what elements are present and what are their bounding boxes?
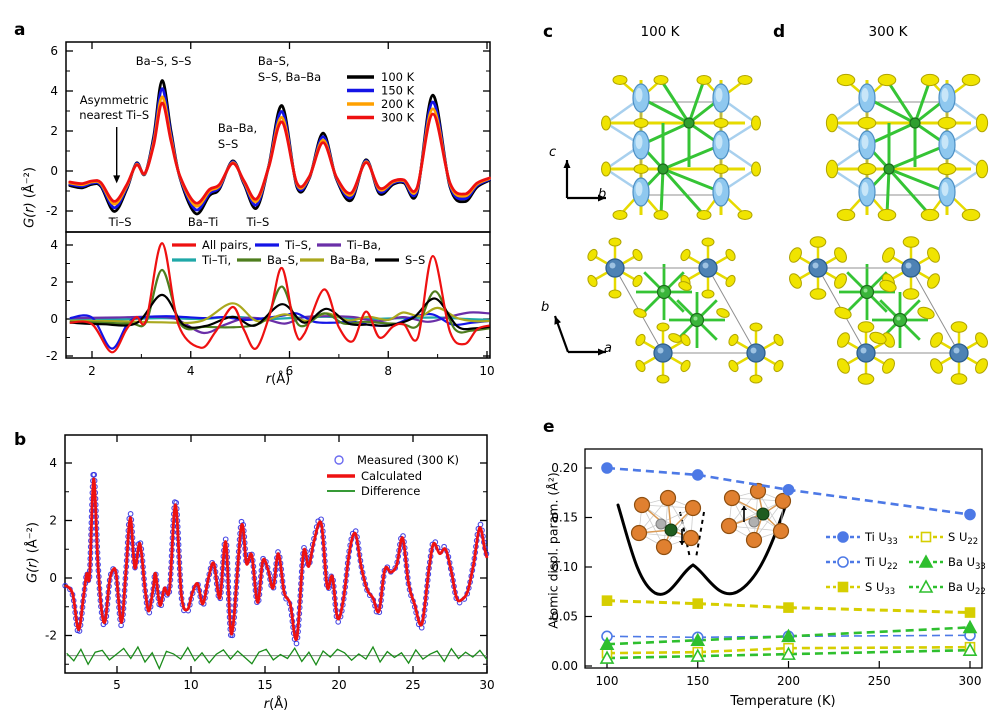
panel-a-xlabel: r(Å) — [265, 372, 291, 387]
svg-text:Ba U22: Ba U22 — [948, 580, 986, 597]
svg-text:0.20: 0.20 — [551, 461, 578, 475]
svg-text:200: 200 — [777, 674, 800, 688]
crystal-structures-drawing — [553, 73, 989, 385]
svg-text:Difference: Difference — [361, 484, 420, 498]
svg-text:25: 25 — [405, 678, 420, 692]
panel-b-ylabel: G(r) (Å⁻²) — [25, 522, 41, 583]
svg-text:Ba–S,: Ba–S, — [267, 253, 299, 267]
panel-d-letter: d — [773, 22, 786, 42]
svg-text:0.10: 0.10 — [551, 560, 578, 574]
svg-text:2: 2 — [50, 124, 58, 138]
svg-text:S–S: S–S — [405, 253, 425, 267]
svg-text:250: 250 — [868, 674, 891, 688]
panel-e-chart: 0.00 0.05 0.10 0.15 0.20 100 150 200 250 300 Ti U3… — [551, 448, 986, 688]
svg-text:Ti U33: Ti U33 — [864, 530, 898, 547]
svg-text:2: 2 — [88, 364, 96, 378]
structure-100K-title: 100 K — [640, 24, 680, 40]
panel-b-xlabel: r(Å) — [263, 697, 289, 712]
panel-b-letter: b — [14, 430, 27, 450]
structure-300K-title: 300 K — [868, 24, 908, 40]
svg-text:Ba U33: Ba U33 — [948, 555, 986, 572]
svg-text:Ba–Ba,: Ba–Ba, — [218, 121, 257, 135]
svg-text:150: 150 — [686, 674, 709, 688]
svg-text:S U22: S U22 — [948, 530, 978, 547]
svg-text:Calculated: Calculated — [361, 469, 422, 483]
svg-text:Ti–S: Ti–S — [245, 215, 269, 229]
svg-text:0.00: 0.00 — [551, 659, 578, 673]
axis-a-label: a — [604, 341, 612, 356]
panel-a-chart: -2 0 2 4 6 -2 0 2 4 2 4 6 8 10 Ba–S, S–S Asymmetricnear… — [46, 41, 495, 378]
svg-text:Ti–S,: Ti–S, — [284, 238, 312, 252]
svg-text:150 K: 150 K — [381, 84, 415, 98]
svg-text:6: 6 — [50, 44, 58, 58]
svg-text:300 K: 300 K — [381, 111, 415, 125]
axis-b-label-top: b — [598, 187, 607, 202]
svg-text:nearest Ti–S: nearest Ti–S — [79, 108, 149, 122]
svg-text:Asymmetric: Asymmetric — [80, 93, 149, 107]
svg-text:Ti–S: Ti–S — [108, 215, 132, 229]
svg-text:10: 10 — [183, 678, 198, 692]
panel-a-ylabel: G(r) (Å⁻²) — [22, 167, 38, 228]
svg-text:0.15: 0.15 — [551, 511, 578, 525]
svg-text:100: 100 — [596, 674, 619, 688]
panel-e-ylabel: Atomic displ. param. (Å²) — [545, 472, 561, 629]
svg-text:5: 5 — [113, 678, 121, 692]
svg-text:S–S: S–S — [218, 137, 238, 151]
svg-text:All pairs,: All pairs, — [202, 238, 252, 252]
svg-text:Ba–S,: Ba–S, — [258, 54, 290, 68]
svg-text:30: 30 — [479, 678, 494, 692]
svg-text:8: 8 — [384, 364, 392, 378]
svg-text:4: 4 — [187, 364, 195, 378]
svg-text:300: 300 — [959, 674, 982, 688]
svg-text:S–S, Ba–Ba: S–S, Ba–Ba — [258, 70, 321, 84]
svg-text:-2: -2 — [45, 629, 57, 643]
panel-e-letter: e — [543, 417, 555, 437]
panel-b-chart: -2 0 2 4 5 10 15 20 25 30 Measured (300 K) Calculat… — [45, 434, 495, 692]
panel-c-letter: c — [543, 22, 554, 42]
axis-b-label-bottom: b — [541, 300, 550, 315]
svg-text:Ba–Ba,: Ba–Ba, — [330, 253, 369, 267]
panel-a-letter: a — [14, 20, 26, 40]
panel-e-xlabel: Temperature (K) — [730, 694, 836, 709]
svg-text:4: 4 — [50, 238, 58, 252]
svg-text:Ti–Ba,: Ti–Ba, — [346, 238, 381, 252]
svg-text:200 K: 200 K — [381, 97, 415, 111]
svg-text:Ba–S, S–S: Ba–S, S–S — [136, 54, 192, 68]
svg-text:0.05: 0.05 — [551, 610, 578, 624]
svg-text:100 K: 100 K — [381, 70, 415, 84]
svg-text:S U33: S U33 — [865, 580, 895, 597]
svg-text:Ti U22: Ti U22 — [864, 555, 898, 572]
axis-c-label: c — [549, 145, 557, 160]
svg-text:10: 10 — [479, 364, 494, 378]
svg-text:6: 6 — [286, 364, 294, 378]
svg-text:Ba–Ti: Ba–Ti — [188, 215, 219, 229]
svg-text:Measured (300 K): Measured (300 K) — [357, 453, 459, 467]
svg-text:0: 0 — [50, 164, 58, 178]
svg-text:0: 0 — [50, 312, 58, 326]
svg-text:20: 20 — [331, 678, 346, 692]
svg-text:4: 4 — [50, 84, 58, 98]
svg-text:0: 0 — [49, 571, 57, 585]
svg-text:15: 15 — [257, 678, 272, 692]
svg-text:4: 4 — [49, 456, 57, 470]
svg-text:-2: -2 — [46, 349, 58, 363]
svg-text:2: 2 — [49, 514, 57, 528]
svg-text:Ti–Ti,: Ti–Ti, — [201, 253, 231, 267]
svg-text:2: 2 — [50, 275, 58, 289]
svg-text:-2: -2 — [46, 204, 58, 218]
